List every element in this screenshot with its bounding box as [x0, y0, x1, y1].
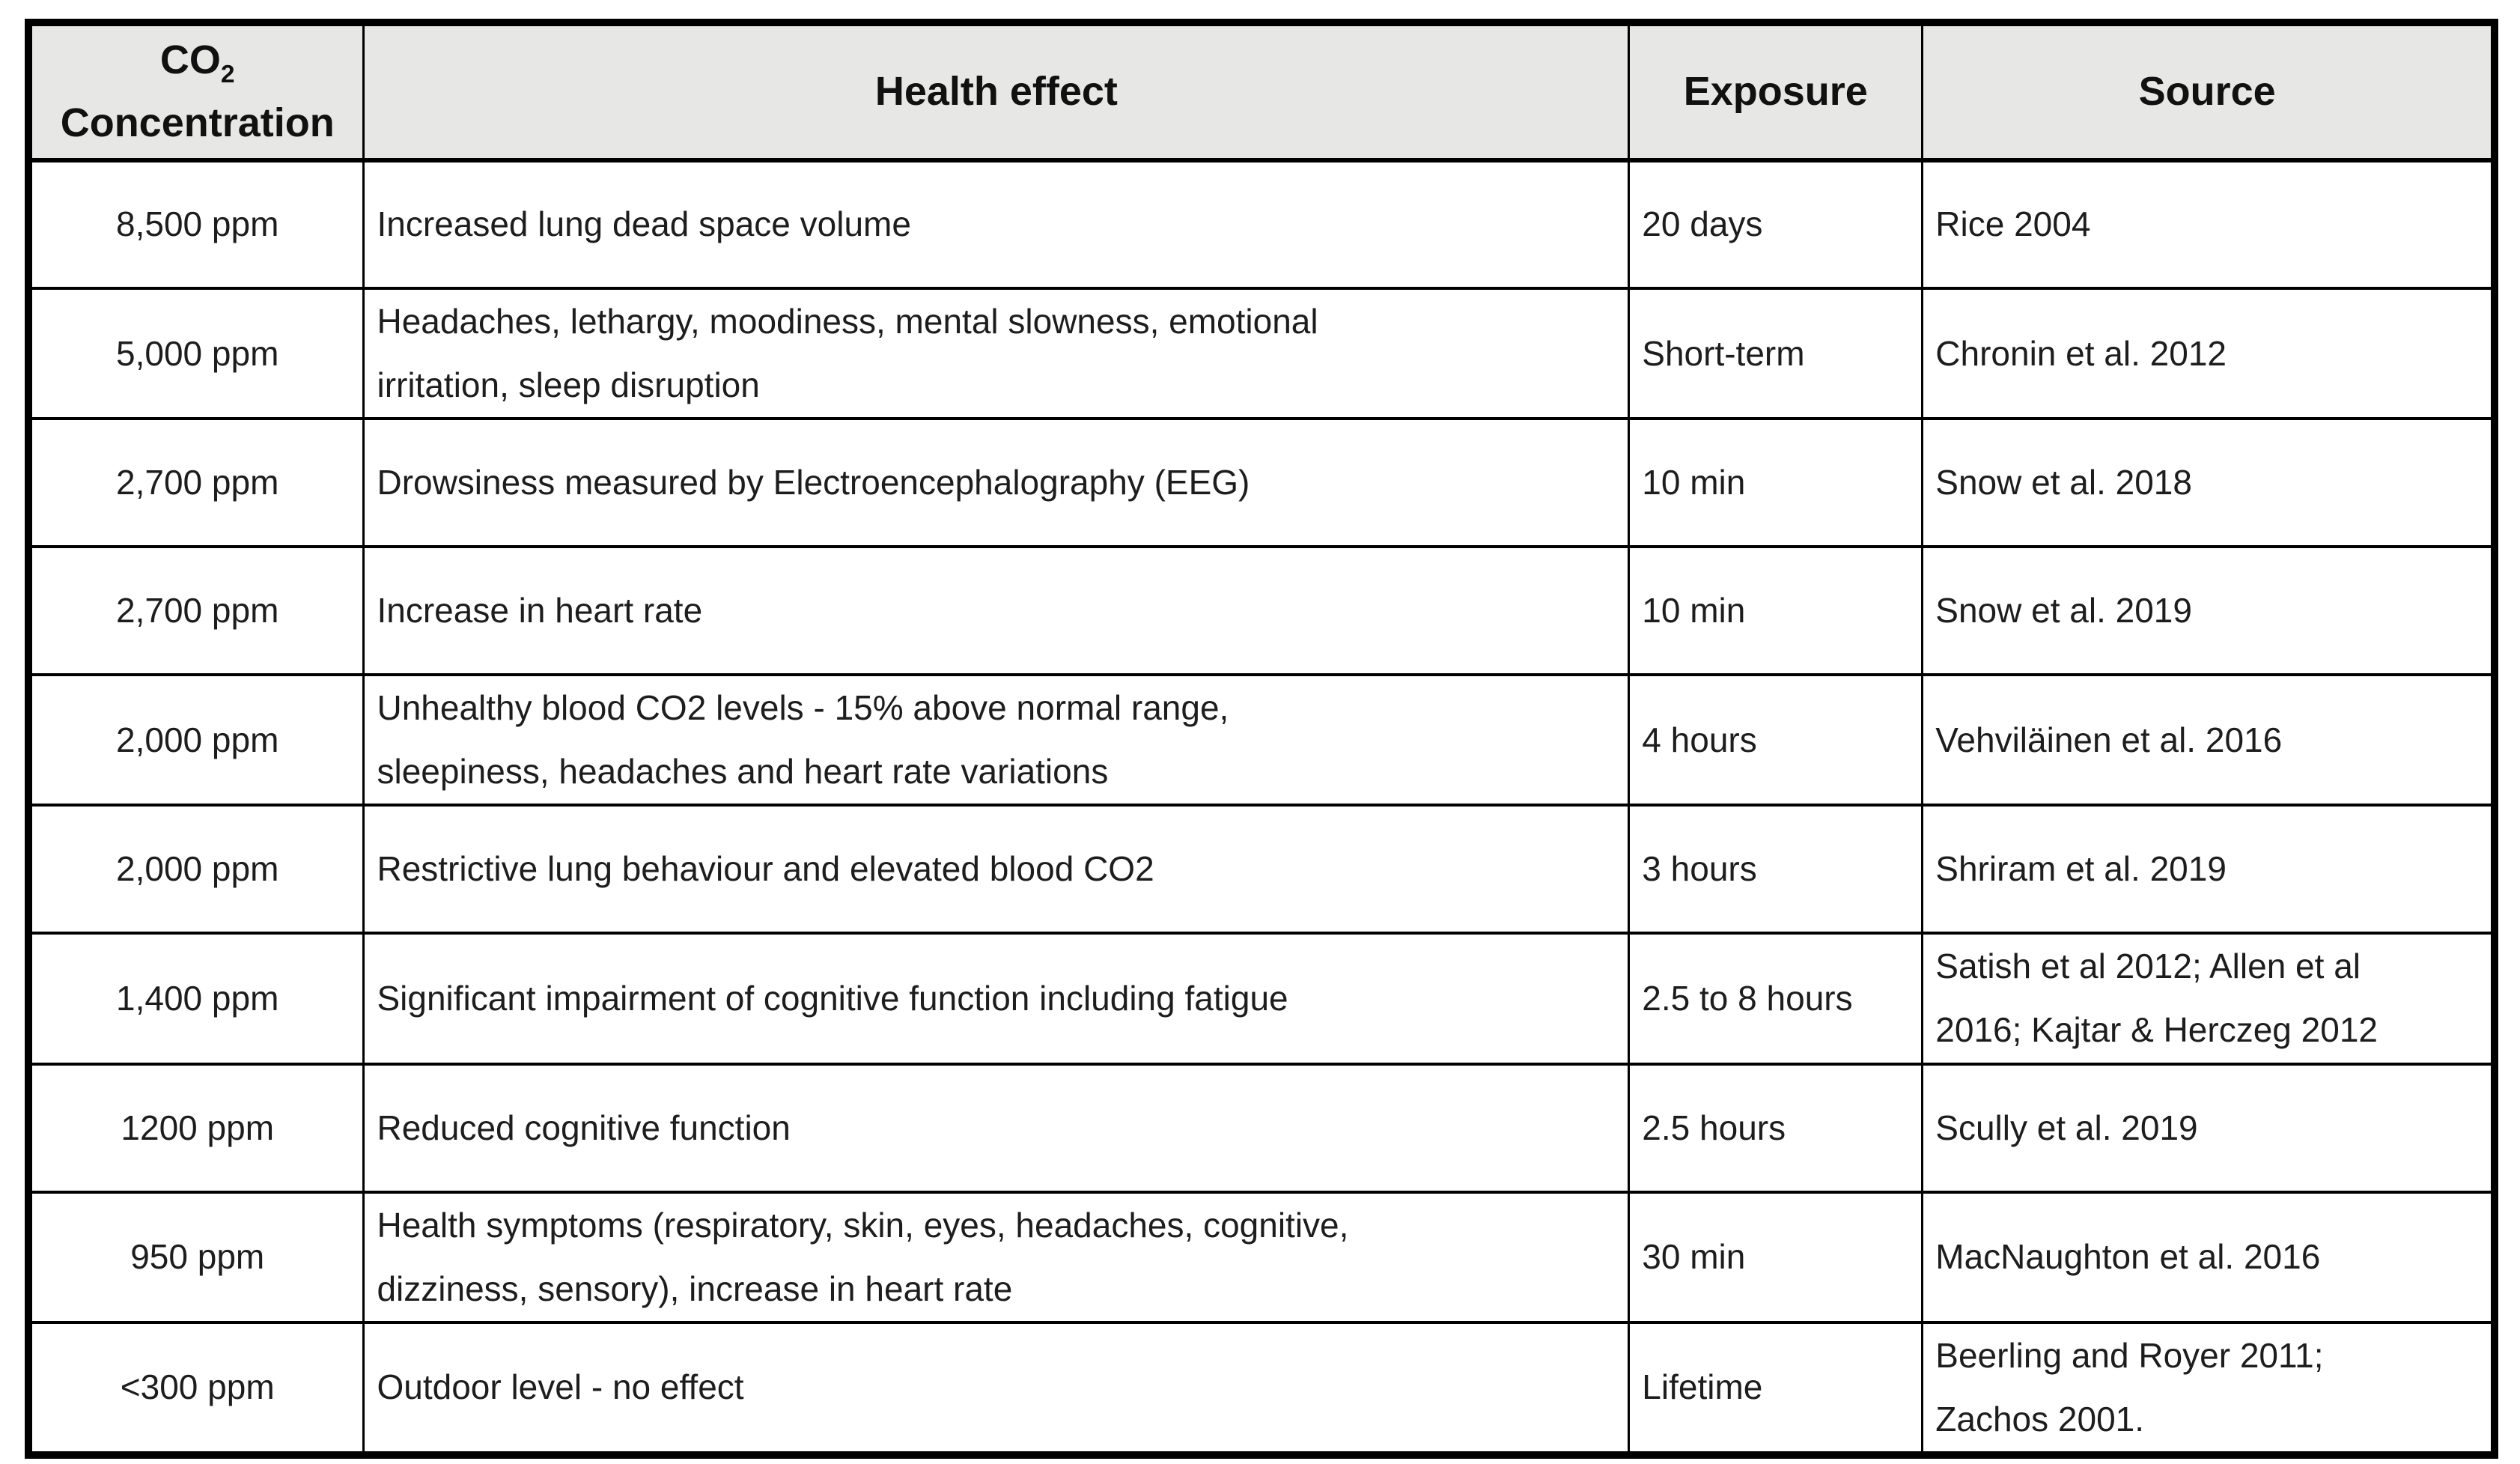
- header-health-effect: Health effect: [362, 21, 1631, 163]
- header-row: CO2 Concentration Health effect Exposure…: [27, 21, 2496, 163]
- concentration-cell: 2,700 ppm: [27, 545, 365, 677]
- health-effect-cell: Increase in heart rate: [362, 545, 1631, 677]
- exposure-cell: 20 days: [1628, 159, 1924, 290]
- source-cell: Shriram et al. 2019: [1921, 804, 2496, 935]
- health-effect-cell-line: Increase in heart rate: [377, 591, 703, 631]
- exposure-cell: 10 min: [1628, 545, 1924, 677]
- source-cell-line: Snow et al. 2019: [1935, 591, 2192, 631]
- health-effect-cell: Outdoor level - no effect: [362, 1320, 1631, 1457]
- health-effect-cell: Increased lung dead space volume: [362, 159, 1631, 290]
- concentration-cell: 8,500 ppm: [27, 159, 365, 290]
- source-cell-line: Vehviläinen et al. 2016: [1935, 720, 2283, 759]
- source-cell-line: Beerling and Royer 2011;: [1935, 1335, 2324, 1375]
- source-cell: Snow et al. 2019: [1921, 545, 2496, 677]
- source-cell: Chronin et al. 2012: [1921, 286, 2496, 421]
- source-cell-line: 2016; Kajtar & Herczeg 2012: [1935, 1010, 2378, 1050]
- health-effect-cell-line: irritation, sleep disruption: [377, 365, 760, 405]
- health-effect-cell: Reduced cognitive function: [362, 1062, 1631, 1194]
- source-cell-line: Rice 2004: [1935, 204, 2091, 244]
- source-cell-line: Snow et al. 2018: [1935, 463, 2192, 502]
- table-header: CO2 Concentration Health effect Exposure…: [27, 21, 2496, 163]
- concentration-cell: <300 ppm: [27, 1320, 365, 1457]
- source-cell-line: MacNaughton et al. 2016: [1935, 1237, 2321, 1277]
- health-effect-cell: Health symptoms (respiratory, skin, eyes…: [362, 1190, 1631, 1324]
- source-cell-line: Shriram et al. 2019: [1935, 849, 2227, 889]
- health-effect-cell: Unhealthy blood CO2 levels - 15% above n…: [362, 673, 1631, 807]
- concentration-cell: 5,000 ppm: [27, 286, 365, 421]
- co2-subscript: 2: [220, 61, 235, 89]
- source-cell: Satish et al 2012; Allen et al 2016; Kajt…: [1921, 932, 2496, 1066]
- exposure-cell: 30 min: [1628, 1190, 1924, 1324]
- source-cell-line: Satish et al 2012; Allen et al: [1935, 947, 2361, 986]
- health-effect-cell: Significant impairment of cognitive func…: [362, 932, 1631, 1066]
- table-row: 2,700 ppm Drowsiness measured by Electroe…: [27, 417, 2496, 549]
- exposure-cell: Lifetime: [1628, 1320, 1924, 1457]
- concentration-cell: 950 ppm: [27, 1190, 365, 1324]
- exposure-cell: 2.5 to 8 hours: [1628, 932, 1924, 1066]
- concentration-cell: 2,000 ppm: [27, 804, 365, 935]
- exposure-cell: Short-term: [1628, 286, 1924, 421]
- health-effect-cell-line: Drowsiness measured by Electroencephalog…: [377, 463, 1250, 502]
- co2-label: CO: [159, 37, 221, 83]
- table-body: 8,500 ppm Increased lung dead space volum…: [27, 159, 2496, 1457]
- source-cell: Snow et al. 2018: [1921, 417, 2496, 549]
- exposure-cell: 2.5 hours: [1628, 1062, 1924, 1194]
- header-exposure: Exposure: [1628, 21, 1924, 163]
- health-effect-cell-line: Reduced cognitive function: [377, 1108, 791, 1147]
- source-cell: Beerling and Royer 2011; Zachos 2001.: [1921, 1320, 2496, 1457]
- health-effect-cell-line: Significant impairment of cognitive func…: [377, 978, 1288, 1018]
- health-effect-cell: Drowsiness measured by Electroencephalog…: [362, 417, 1631, 549]
- health-effect-cell-line: Outdoor level - no effect: [377, 1367, 744, 1407]
- header-source: Source: [1921, 21, 2496, 163]
- table-row: <300 ppm Outdoor level - no effect Lifetim…: [27, 1320, 2496, 1457]
- source-cell-line: Scully et al. 2019: [1935, 1108, 2198, 1147]
- health-effect-cell-line: Health symptoms (respiratory, skin, eyes…: [377, 1205, 1349, 1245]
- table-row: 2,700 ppm Increase in heart rate 10 min Sno…: [27, 545, 2496, 677]
- health-effect-cell-line: Headaches, lethargy, moodiness, mental s…: [377, 302, 1318, 341]
- health-effect-cell: Restrictive lung behaviour and elevated …: [362, 804, 1631, 935]
- source-cell: MacNaughton et al. 2016: [1921, 1190, 2496, 1324]
- table-row: 1200 ppm Reduced cognitive function 2.5 ho…: [27, 1062, 2496, 1194]
- exposure-cell: 10 min: [1628, 417, 1924, 549]
- header-co2-line1: CO2: [33, 29, 362, 92]
- table-row: 8,500 ppm Increased lung dead space volum…: [27, 159, 2496, 290]
- health-effect-cell: Headaches, lethargy, moodiness, mental s…: [362, 286, 1631, 421]
- source-cell: Rice 2004: [1921, 159, 2496, 290]
- source-cell: Scully et al. 2019: [1921, 1062, 2496, 1194]
- table-row: 2,000 ppm Restrictive lung behaviour and …: [27, 804, 2496, 935]
- health-effect-cell-line: Restrictive lung behaviour and elevated …: [377, 849, 1154, 889]
- source-cell-line: Zachos 2001.: [1935, 1399, 2145, 1439]
- table-row: 2,000 ppm Unhealthy blood CO2 levels - 15…: [27, 673, 2496, 807]
- header-co2-concentration: CO2 Concentration: [27, 21, 365, 163]
- health-effect-cell-line: dizziness, sensory), increase in heart r…: [377, 1269, 1013, 1308]
- health-effect-cell-line: Increased lung dead space volume: [377, 204, 911, 244]
- exposure-cell: 4 hours: [1628, 673, 1924, 807]
- health-effect-cell-line: Unhealthy blood CO2 levels - 15% above n…: [377, 688, 1229, 728]
- concentration-cell: 2,700 ppm: [27, 417, 365, 549]
- concentration-cell: 1200 ppm: [27, 1062, 365, 1194]
- table-row: 1,400 ppm Significant impairment of cogni…: [27, 932, 2496, 1066]
- source-cell-line: Chronin et al. 2012: [1935, 333, 2227, 373]
- header-co2-line2: Concentration: [60, 100, 335, 145]
- concentration-cell: 1,400 ppm: [27, 932, 365, 1066]
- table-row: 5,000 ppm Headaches, lethargy, moodiness,…: [27, 286, 2496, 421]
- source-cell: Vehviläinen et al. 2016: [1921, 673, 2496, 807]
- health-effect-cell-line: sleepiness, headaches and heart rate var…: [377, 752, 1109, 792]
- co2-health-effects-table: CO2 Concentration Health effect Exposure…: [25, 19, 2498, 1459]
- table-row: 950 ppm Health symptoms (respiratory, ski…: [27, 1190, 2496, 1324]
- concentration-cell: 2,000 ppm: [27, 673, 365, 807]
- exposure-cell: 3 hours: [1628, 804, 1924, 935]
